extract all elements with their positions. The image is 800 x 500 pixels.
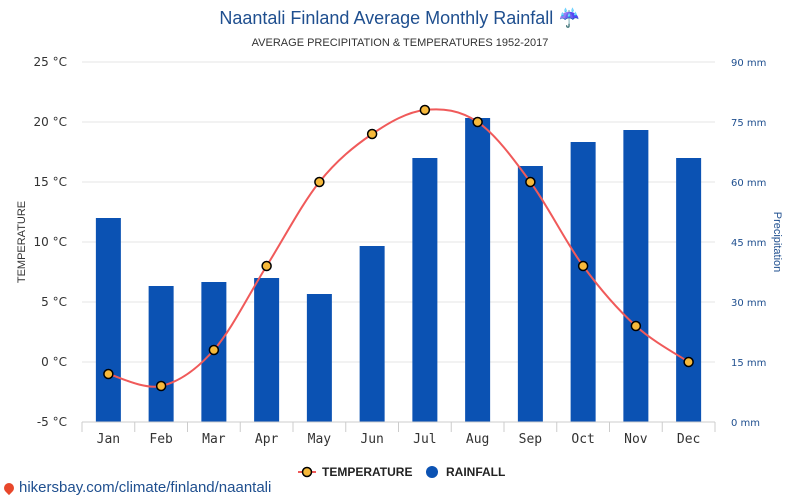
y-left-tick-label: -5 °C — [37, 415, 67, 429]
legend-label-rainfall: RAINFALL — [446, 465, 505, 479]
x-tick-label: Nov — [624, 432, 648, 447]
rainfall-bar — [95, 218, 121, 422]
temperature-point — [472, 116, 483, 128]
y-right-tick-label: 0 mm — [731, 418, 760, 429]
y-left-title: TEMPERATURE — [16, 201, 28, 283]
legend-item-rainfall[interactable]: RAINFALL — [426, 465, 505, 479]
y-left-tick-label: 0 °C — [41, 355, 67, 369]
temperature-line — [103, 104, 694, 392]
y-right-tick-label: 15 mm — [731, 358, 766, 369]
x-tick-label: Feb — [149, 432, 173, 447]
y-left-tick-label: 20 °C — [34, 115, 67, 129]
legend-marker-temperature — [301, 466, 313, 478]
y-left-tick-label: 5 °C — [41, 295, 67, 309]
temperature-point — [103, 368, 114, 380]
rainfall-bar — [465, 118, 491, 422]
rainfall-bar — [254, 278, 280, 422]
y-right-tick-label: 60 mm — [731, 178, 766, 189]
chart-subtitle: AVERAGE PRECIPITATION & TEMPERATURES 195… — [252, 37, 549, 49]
rainfall-bar — [148, 286, 174, 422]
temperature-point — [314, 176, 325, 188]
legend-label-temperature: TEMPERATURE — [322, 465, 412, 479]
temperature-point — [366, 128, 378, 140]
temperature-curve — [108, 108, 690, 388]
rainfall-bar — [517, 166, 543, 422]
rainfall-bar — [306, 294, 332, 422]
temperature-point — [683, 356, 694, 368]
y-left-tick-label: 10 °C — [34, 235, 67, 249]
x-tick-label: Oct — [571, 432, 594, 447]
y-right-tick-label: 30 mm — [731, 298, 766, 309]
y-right-title: Precipitation — [771, 212, 783, 273]
temperature-point — [525, 176, 536, 188]
chart-title: Naantali Finland Average Monthly Rainfal… — [219, 7, 580, 28]
source-link[interactable]: hikersbay.com/climate/finland/naantali — [1, 479, 272, 496]
legend-marker-rainfall — [426, 466, 438, 478]
legend[interactable]: TEMPERATURE RAINFALL — [298, 465, 505, 479]
rainfall-bars — [95, 118, 702, 422]
x-tick-label: Mar — [202, 432, 226, 447]
temperature-point — [208, 344, 220, 356]
x-tick-label: Aug — [466, 432, 489, 447]
temperature-point — [577, 260, 589, 272]
y-left-tick-label: 15 °C — [34, 175, 67, 189]
x-tick-label: Jan — [97, 432, 120, 447]
x-tick-label: Dec — [677, 432, 700, 447]
temperature-point — [419, 104, 431, 116]
y-right-tick-label: 45 mm — [731, 238, 766, 249]
y-left-tick-label: 25 °C — [34, 55, 67, 69]
temperature-point — [155, 380, 167, 392]
x-tick-label: Sep — [519, 432, 543, 447]
temperature-point — [261, 260, 272, 272]
x-tick-label: Jun — [360, 432, 383, 447]
y-right-tick-label: 75 mm — [731, 118, 766, 129]
grid-lines — [82, 61, 715, 363]
rainfall-bar — [359, 246, 385, 422]
map-pin-icon — [1, 480, 17, 496]
x-tick-label: Jul — [413, 432, 436, 447]
source-link-text: hikersbay.com/climate/finland/naantali — [19, 479, 272, 496]
axes: -5 °C 0 °C 5 °C 10 °C 15 °C 20 °C 25 °C 0 mm 15 … — [34, 55, 767, 447]
rainfall-bar — [412, 158, 438, 422]
x-tick-label: Apr — [255, 432, 279, 447]
rainfall-bar — [570, 142, 596, 422]
y-right-tick-label: 90 mm — [731, 58, 766, 69]
temperature-point — [630, 320, 642, 332]
x-tick-label: May — [308, 432, 332, 447]
legend-item-temperature[interactable]: TEMPERATURE — [298, 465, 412, 479]
rainfall-bar — [676, 158, 702, 422]
rainfall-bar — [623, 130, 649, 422]
